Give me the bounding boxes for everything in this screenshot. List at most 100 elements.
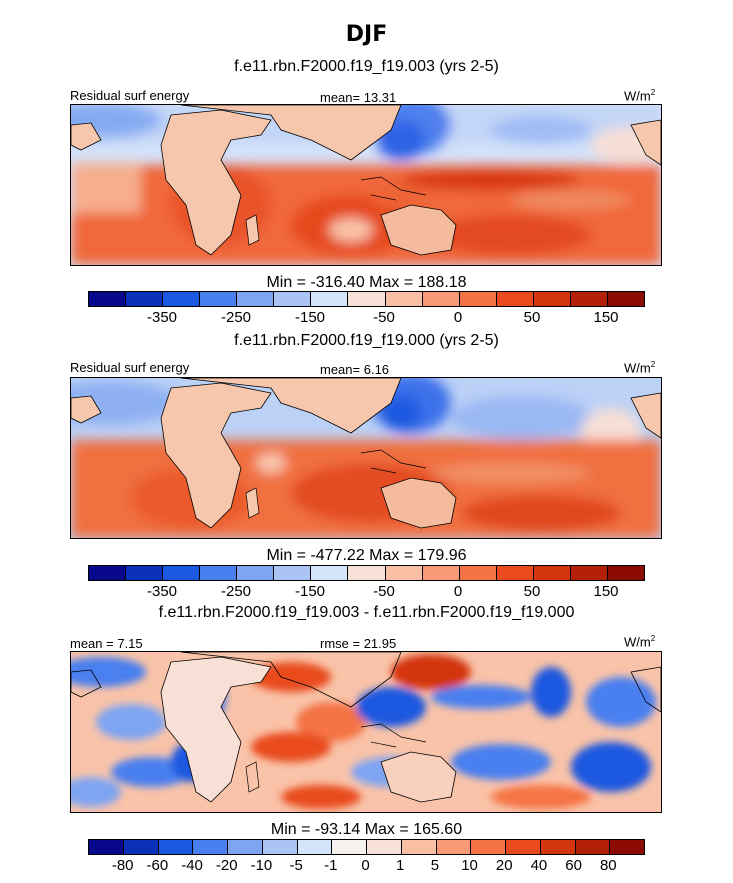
colorbar-swatch <box>496 292 534 306</box>
panel-3-mean-label: mean = 7.15 <box>70 636 143 651</box>
colorbar-swatch <box>471 840 506 854</box>
colorbar-tick-label: -150 <box>294 583 326 600</box>
colorbar-swatch <box>126 292 164 306</box>
colorbar-swatch <box>193 840 228 854</box>
colorbar-tick-label: -40 <box>181 857 203 874</box>
panel-1-map-field <box>71 105 661 265</box>
colorbar-swatch <box>158 840 194 854</box>
colorbar-swatch <box>496 566 534 580</box>
colorbar-swatch <box>401 840 437 854</box>
colorbar-swatch <box>607 566 644 580</box>
figure-title: DJF <box>345 22 388 47</box>
colorbar-swatch <box>163 566 201 580</box>
colorbar-swatch <box>200 292 238 306</box>
panel-2-variable-label: Residual surf energy <box>70 360 190 375</box>
colorbar-swatch <box>200 566 238 580</box>
colorbar-swatch <box>533 292 571 306</box>
colorbar-swatch <box>540 840 576 854</box>
colorbar-swatch <box>237 292 275 306</box>
panel-2-colorbar <box>88 565 645 581</box>
panel-3-map <box>70 651 662 813</box>
colorbar-tick-label: -1 <box>324 857 338 874</box>
colorbar-swatch <box>385 292 423 306</box>
colorbar-tick-label: 60 <box>565 857 582 874</box>
colorbar-swatch <box>533 566 571 580</box>
colorbar-swatch <box>274 566 312 580</box>
panel-1-mean-label: mean= 13.31 <box>320 90 397 105</box>
colorbar-tick-label: 5 <box>430 857 440 874</box>
colorbar-swatch <box>385 566 423 580</box>
colorbar-swatch <box>436 840 472 854</box>
colorbar-tick-label: 0 <box>453 309 463 326</box>
colorbar-tick-label: -50 <box>373 583 395 600</box>
colorbar-tick-label: -50 <box>373 309 395 326</box>
colorbar-swatch <box>163 292 201 306</box>
colorbar-tick-label: 80 <box>599 857 617 874</box>
panel-1-colorbar-ticks: -350 -250 -150 -50 0 50 150 <box>88 309 643 327</box>
colorbar-tick-label: 20 <box>495 857 513 874</box>
colorbar-swatch <box>422 566 460 580</box>
colorbar-swatch <box>459 566 497 580</box>
colorbar-tick-label: -20 <box>215 857 238 874</box>
colorbar-swatch <box>311 292 349 306</box>
panel-1-colorbar <box>88 291 645 307</box>
panel-1-units: W/m2 <box>624 88 656 104</box>
colorbar-swatch <box>228 840 263 854</box>
colorbar-tick-label: -80 <box>111 857 134 874</box>
colorbar-tick-label: -250 <box>220 583 252 600</box>
colorbar-swatch <box>348 566 386 580</box>
colorbar-tick-label: 0 <box>361 857 370 874</box>
colorbar-tick-label: 0 <box>453 583 463 600</box>
colorbar-tick-label: -250 <box>220 309 252 326</box>
colorbar-swatch <box>422 292 460 306</box>
panel-2-minmax: Min = -477.22 Max = 179.96 <box>266 547 467 564</box>
colorbar-swatch <box>575 840 611 854</box>
colorbar-tick-label: 10 <box>461 857 478 874</box>
panel-3-colorbar <box>88 839 645 855</box>
panel-2-map-field <box>71 378 661 538</box>
panel-1-variable-label: Residual surf energy <box>70 88 190 103</box>
panel-2-map <box>70 377 662 539</box>
colorbar-tick-label: -60 <box>146 857 169 874</box>
panel-3-title: f.e11.rbn.F2000.f19_f19.003 - f.e11.rbn.… <box>158 604 575 621</box>
colorbar-swatch <box>123 840 159 854</box>
panel-3-rmse-label: rmse = 21.95 <box>320 636 397 651</box>
colorbar-tick-label: -150 <box>294 309 326 326</box>
panel-3-units: W/m2 <box>624 634 656 650</box>
colorbar-swatch <box>506 840 541 854</box>
colorbar-swatch <box>311 566 349 580</box>
colorbar-tick-label: -350 <box>146 309 178 326</box>
colorbar-tick-label: -350 <box>146 583 178 600</box>
colorbar-swatch <box>607 292 644 306</box>
panel-3-colorbar-ticks: -80 -60 -40 -20 -10 -5 -1 0 1 5 10 20 40 60 80 <box>88 857 643 875</box>
colorbar-tick-label: 50 <box>523 309 541 326</box>
panel-1-title: f.e11.rbn.F2000.f19_f19.003 (yrs 2-5) <box>234 58 499 75</box>
colorbar-swatch <box>570 566 608 580</box>
colorbar-swatch <box>332 840 367 854</box>
panel-1-minmax: Min = -316.40 Max = 188.18 <box>266 274 467 291</box>
colorbar-swatch <box>570 292 608 306</box>
colorbar-swatch <box>89 566 127 580</box>
colorbar-swatch <box>237 566 275 580</box>
panel-2-colorbar-ticks: -350 -250 -150 -50 0 50 150 <box>88 583 643 601</box>
colorbar-swatch <box>348 292 386 306</box>
colorbar-tick-label: -5 <box>289 857 303 874</box>
colorbar-tick-label: 50 <box>523 583 541 600</box>
panel-2-mean-label: mean= 6.16 <box>320 362 390 377</box>
colorbar-swatch <box>459 292 497 306</box>
colorbar-swatch <box>367 840 402 854</box>
colorbar-swatch <box>89 292 127 306</box>
colorbar-tick-label: 40 <box>530 857 548 874</box>
colorbar-tick-label: -10 <box>250 857 273 874</box>
colorbar-tick-label: 150 <box>593 309 619 326</box>
colorbar-tick-label: 1 <box>396 857 405 874</box>
colorbar-swatch <box>297 840 333 854</box>
colorbar-tick-label: 150 <box>593 583 619 600</box>
panel-2-title: f.e11.rbn.F2000.f19_f19.000 (yrs 2-5) <box>234 332 499 349</box>
panel-3-minmax: Min = -93.14 Max = 165.60 <box>270 821 463 838</box>
panel-1-map <box>70 104 662 266</box>
colorbar-swatch <box>89 840 124 854</box>
colorbar-swatch <box>274 292 312 306</box>
colorbar-swatch <box>126 566 164 580</box>
panel-3-map-field <box>71 652 661 812</box>
